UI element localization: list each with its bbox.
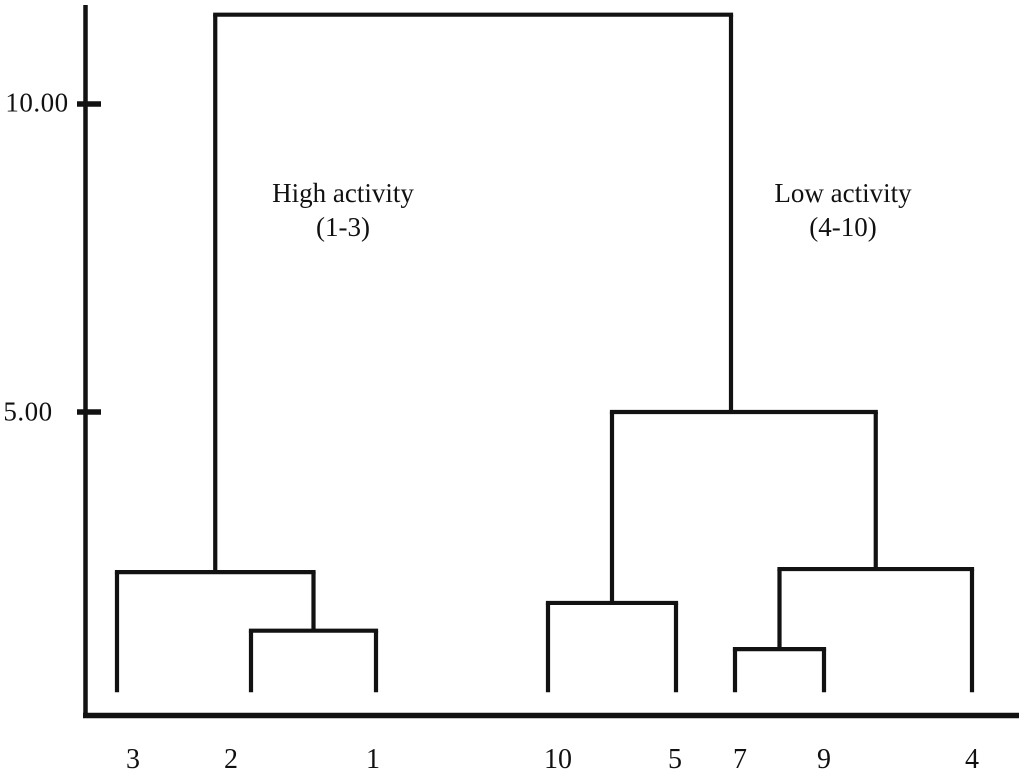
annotation-line-2: (4-10) (809, 212, 877, 242)
leaf-label-4: 4 (965, 744, 979, 775)
leaf-label-3: 3 (126, 744, 140, 775)
annotation-line-2: (1-3) (316, 212, 370, 242)
annotation-line-1: High activity (272, 178, 414, 208)
leaf-label-7: 7 (733, 744, 747, 775)
leaf-label-10: 10 (544, 744, 572, 775)
annotation-high-activity: High activity (1-3) (272, 176, 414, 244)
annotation-low-activity: Low activity (4-10) (774, 176, 911, 244)
leaf-label-1: 1 (366, 744, 380, 775)
leaf-label-9: 9 (817, 744, 831, 775)
y-tick-label-10: 10.00 (5, 87, 69, 118)
leaf-label-2: 2 (224, 744, 238, 775)
annotation-line-1: Low activity (774, 178, 912, 208)
y-tick-label-5: 5.00 (3, 396, 53, 427)
leaf-label-5: 5 (668, 744, 682, 775)
